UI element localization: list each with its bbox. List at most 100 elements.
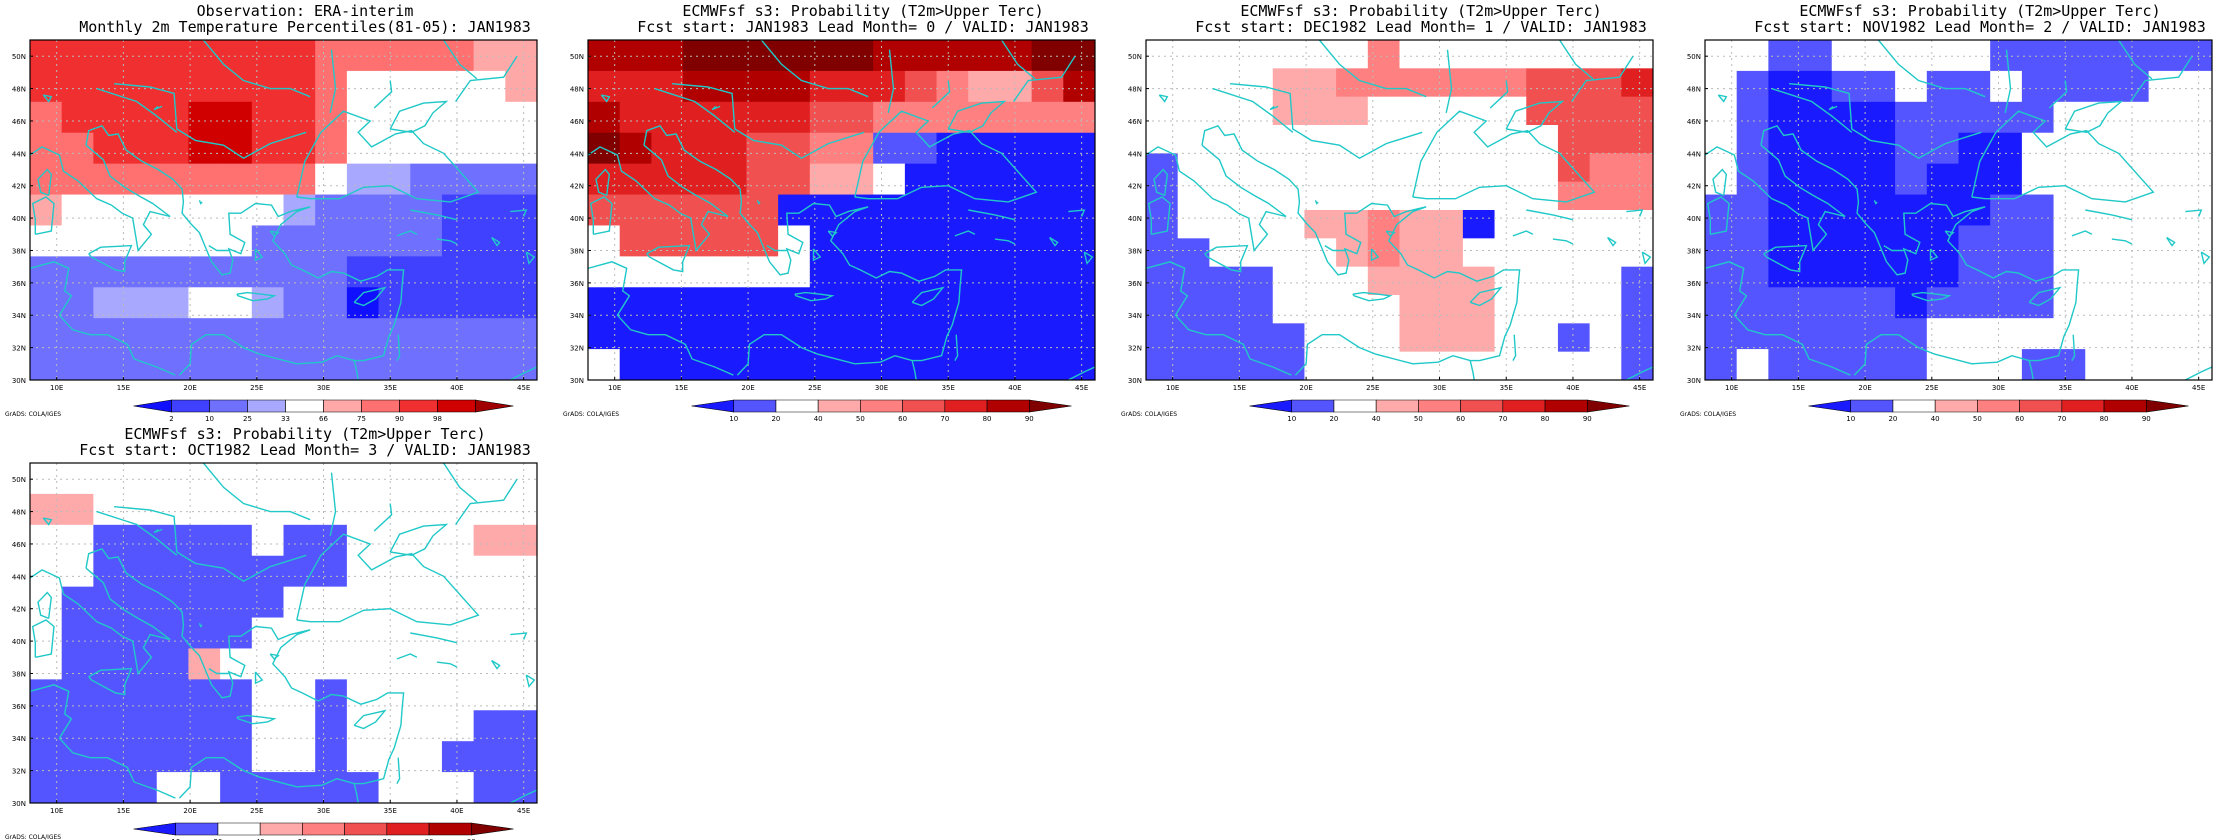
grid-cell [1831,287,1864,319]
coastline [711,105,721,111]
grid-cell [714,287,747,319]
lon-label: 20E [741,384,754,392]
coastline [42,517,53,526]
grid-cell [1241,295,1274,324]
colorbar-swatch [1808,399,1852,413]
grid-cell [1177,153,1210,183]
grid-cell [1990,163,2023,196]
grid-cell [1336,40,1369,69]
grid-cell [473,70,506,103]
grid-cell [999,349,1033,380]
grid-cell [1494,68,1527,98]
grid-cell [1146,295,1179,324]
coastline [1269,105,1279,111]
coastline [88,667,133,696]
grid-cell [873,194,906,226]
grid-cell [1272,295,1305,324]
lon-label: 45E [2192,384,2205,392]
lon-label: 10E [1725,384,1738,392]
coastline [1212,87,1294,133]
lon-label: 35E [2059,384,2072,392]
lat-label: 30N [12,800,26,808]
lon-label: 30E [875,384,888,392]
grid-cell [220,617,253,649]
colorbar-label: 10 [205,415,214,423]
grid-cell [93,741,126,773]
grid-cell [1494,266,1527,296]
grid-cell [1304,68,1337,98]
coastline [589,196,613,235]
grid-cell [1272,351,1305,380]
colorbar-label: 10 [1287,415,1296,423]
grid-cell [1494,153,1527,183]
lat-label: 34N [12,735,26,743]
grid-cell [346,287,380,319]
coastline [1324,245,1345,252]
grid-cell [1800,40,1833,72]
grid-cell [156,318,189,350]
grid-cell [904,225,938,257]
coastline [1944,230,1955,237]
colorbar-swatch [1375,399,1419,413]
coastline [646,244,691,273]
grid-cell [2021,318,2055,350]
lon-label: 40E [1566,384,1579,392]
panel-title-line-2: Monthly 2m Temperature Percentiles(81-05… [79,18,531,36]
colorbar-swatch [1028,399,1072,413]
grid-cell [1241,40,1274,69]
grid-cell [1177,238,1210,268]
grid-cell [651,318,684,350]
grid-cell [683,256,716,288]
lon-label: 15E [1792,384,1805,392]
coastline [1760,124,2080,376]
grid-cell [1336,68,1369,98]
panel-title-line-1: Observation: ERA-interim [196,2,414,20]
grid-cell [714,349,747,380]
coastline [254,671,264,685]
map-frame [1145,39,1654,381]
grid-cell [156,349,189,380]
grid-cell [1863,225,1896,257]
grid-cell [1895,349,1928,380]
colorbar-label: 60 [2015,415,2024,423]
lon-label: 35E [384,807,397,815]
grid-cell [1990,349,2023,380]
grid-cell [125,40,158,72]
grid-cell [315,710,348,742]
grid-cell [93,163,126,196]
grid-cell [651,163,684,196]
grid-cell [1705,318,1738,350]
grid-cell [156,225,189,257]
grid-cell [251,710,284,742]
coastline [396,653,418,660]
grid-cell [619,225,652,257]
grid-cell [93,524,126,557]
shaded-cells [588,40,1095,380]
grid-cell [2148,194,2181,226]
grid-cell [30,101,63,134]
grid-cell [968,318,1001,350]
grid-cell [1177,210,1210,239]
grid-cell [315,741,348,773]
grid-cell [809,225,842,257]
colorbar-swatch [437,399,476,413]
grid-cell [1736,132,1769,165]
grid-cell [1526,238,1559,268]
grid-cell [1621,40,1653,69]
coastline [1204,244,1249,273]
coastline [389,100,449,134]
grid-cell [125,101,158,134]
coastline [1412,110,1596,203]
grid-cell [188,586,221,619]
grid-cell [30,40,63,72]
grid-cell [410,163,443,196]
colorbar-swatch [386,822,430,836]
coastline [373,503,393,532]
coastline [329,472,337,537]
grid-cell [1768,287,1801,319]
lon-label: 25E [250,807,263,815]
panel-title-line-1: ECMWFsf s3: Probability (T2m>Upper Terc) [1240,2,1602,20]
lon-label: 40E [450,807,463,815]
grid-cell [714,40,747,72]
